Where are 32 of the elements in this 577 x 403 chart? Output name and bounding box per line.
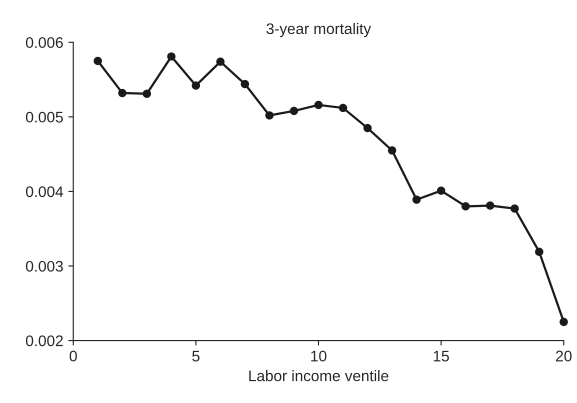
point [486, 201, 494, 210]
y-tick-label: 0.004 [26, 186, 64, 198]
x-tick-label: 0 [70, 350, 77, 362]
point [363, 124, 372, 132]
point [436, 186, 446, 195]
point [560, 318, 568, 326]
point [412, 195, 421, 204]
point [265, 111, 274, 120]
point [94, 56, 102, 66]
point [290, 106, 298, 116]
point [167, 52, 176, 61]
point [192, 81, 200, 90]
point [142, 90, 152, 98]
point [240, 80, 250, 88]
y-tick-label: 0.006 [26, 37, 63, 48]
x-tick-label: 10 [311, 350, 326, 362]
point [510, 204, 519, 213]
point [216, 58, 225, 66]
y-tick-label: 0.003 [26, 260, 63, 272]
y-tick-label: 0.005 [26, 112, 63, 123]
chart-title: 3-year mortality [266, 22, 372, 38]
x-tick-label: 15 [434, 350, 449, 362]
x-tick-label: 5 [192, 350, 200, 362]
x-axis-title: Labor income ventile [249, 370, 388, 382]
point [535, 248, 544, 256]
y-tick-label: 0.002 [26, 335, 63, 346]
point [388, 146, 396, 155]
point [338, 104, 348, 112]
point [118, 88, 126, 98]
point [461, 202, 470, 211]
point [314, 100, 323, 110]
x-tick-label: 20 [556, 350, 572, 362]
